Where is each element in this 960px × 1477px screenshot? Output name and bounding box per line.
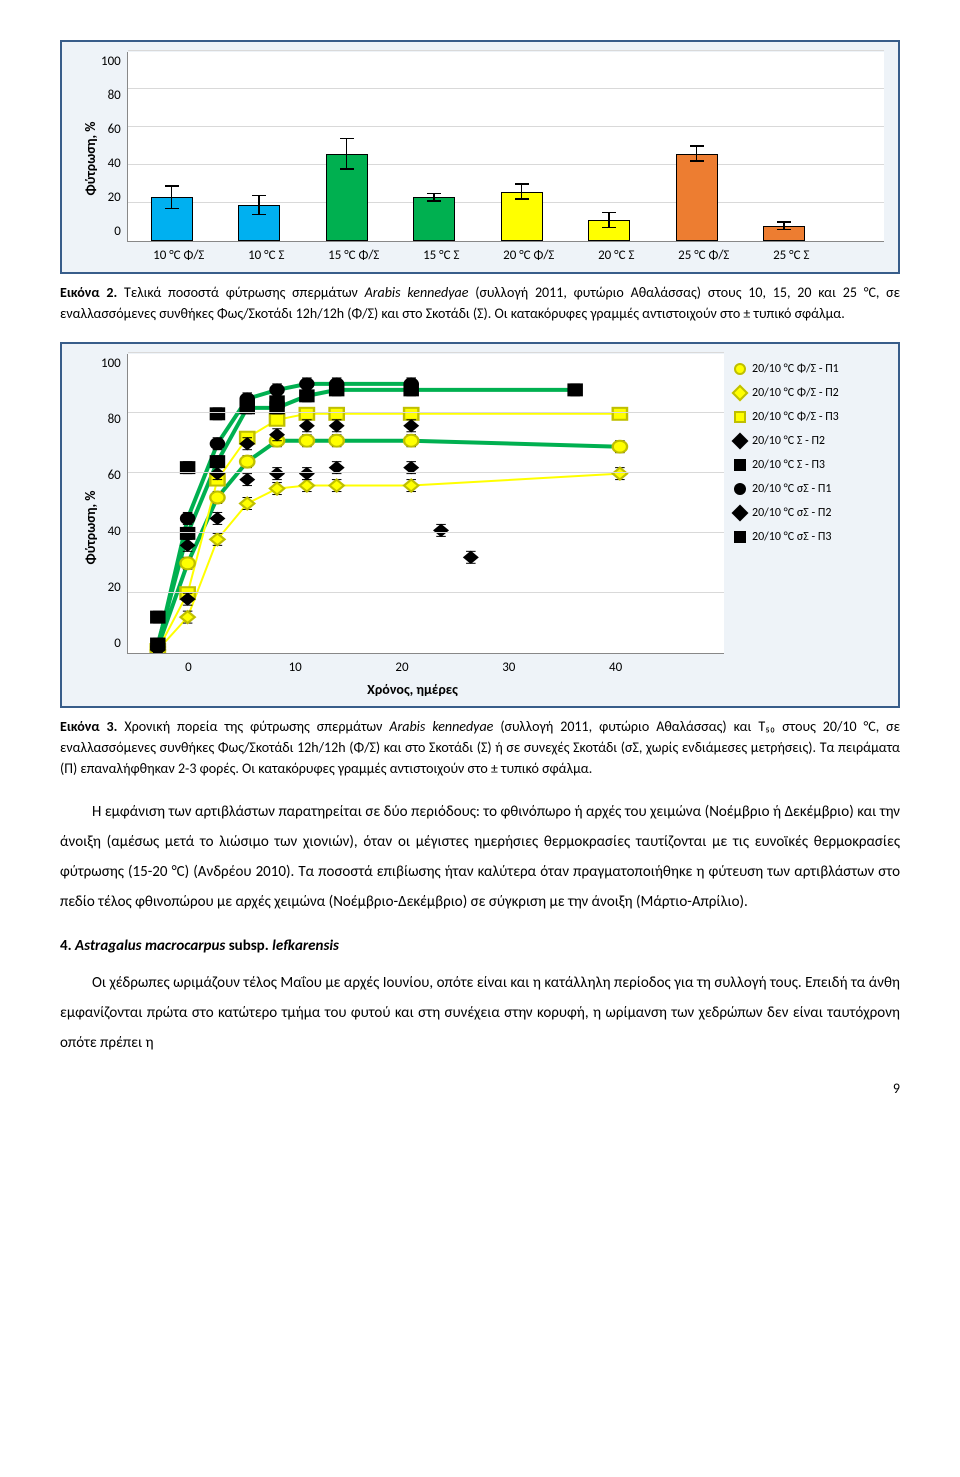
chart2-xticks: 010203040 (135, 654, 669, 678)
legend-item: 20/10 °C σΣ - Π3 (734, 528, 884, 546)
line-chart-figure-3: Φύτρωση, % 100806040200 20/10 °C Φ/Σ - Π… (60, 342, 900, 709)
legend-item: 20/10 °C Φ/Σ - Π3 (734, 408, 884, 426)
chart2-legend: 20/10 °C Φ/Σ - Π1 20/10 °C Φ/Σ - Π2 20/10 … (724, 354, 884, 654)
chart1-yticks: 100806040200 (101, 52, 127, 242)
legend-item: 20/10 °C σΣ - Π1 (734, 480, 884, 498)
legend-item: 20/10 °C σΣ - Π2 (734, 504, 884, 522)
legend-item: 20/10 °C Φ/Σ - Π2 (734, 384, 884, 402)
caption-figure-3: Εικόνα 3. Χρονική πορεία της φύτρωσης σπ… (60, 716, 900, 779)
page-number: 9 (60, 1078, 900, 1099)
legend-item: 20/10 °C Σ - Π3 (734, 456, 884, 474)
chart2-markers (128, 354, 724, 653)
chart1-xticks: 10 °C Φ/Σ10 °C Σ15 °C Φ/Σ15 °C Σ20 °C Φ/… (135, 242, 835, 266)
section-4-heading: 4. Astragalus macrocarpus subsp. lefkare… (60, 935, 900, 958)
bar-chart-figure-2: Φύτρωση, % 100806040200 10 °C Φ/Σ10 °C Σ… (60, 40, 900, 274)
chart1-ylabel: Φύτρωση, % (76, 52, 101, 266)
legend-item: 20/10 °C Σ - Π2 (734, 432, 884, 450)
body-paragraph-1: Η εμφάνιση των αρτιβλάστων παρατηρείται … (60, 797, 900, 917)
chart2-yticks: 100806040200 (101, 354, 127, 654)
body-paragraph-2: Οι χέδρωπες ωριμάζουν τέλος Μαΐου με αρχ… (60, 968, 900, 1058)
chart2-plotarea (127, 354, 724, 654)
bar (413, 197, 455, 241)
chart2-xlabel: Χρόνος, ημέρες (101, 679, 724, 700)
bar (676, 154, 718, 241)
chart1-plotarea (127, 52, 884, 242)
chart2-ylabel: Φύτρωση, % (76, 354, 101, 701)
caption-figure-2: Εικόνα 2. Τελικά ποσοστά φύτρωσης σπερμά… (60, 282, 900, 324)
legend-item: 20/10 °C Φ/Σ - Π1 (734, 360, 884, 378)
